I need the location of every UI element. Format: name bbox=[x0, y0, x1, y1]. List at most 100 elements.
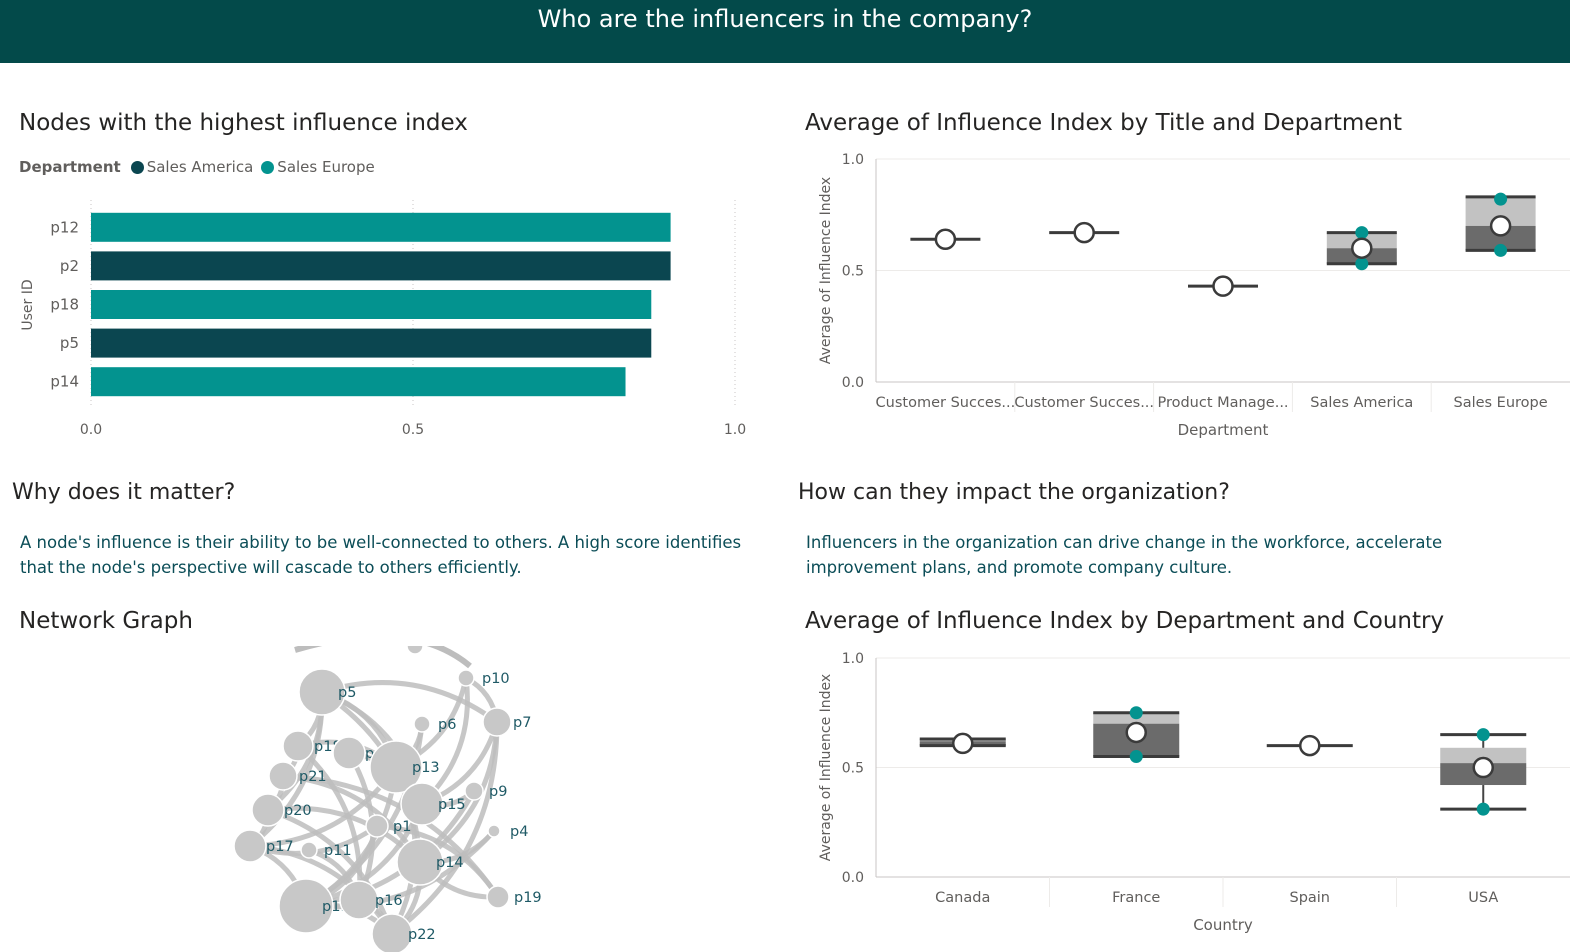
network-node-label: p17 bbox=[266, 839, 294, 855]
why-title: Why does it matter? bbox=[12, 480, 236, 505]
y-axis-label: Average of Influence Index bbox=[818, 177, 834, 364]
network-node-label: p20 bbox=[284, 803, 312, 819]
page-banner: Who are the influencers in the company? bbox=[0, 0, 1570, 63]
network-node[interactable]: p15 bbox=[400, 782, 466, 826]
network-node[interactable]: p4 bbox=[487, 824, 528, 840]
network-node[interactable]: p21 bbox=[268, 761, 327, 791]
network-node[interactable]: p10 bbox=[457, 669, 510, 687]
network-node[interactable]: p13 bbox=[369, 740, 440, 794]
legend-label: Sales America bbox=[146, 158, 254, 176]
network-node[interactable]: p6 bbox=[413, 715, 456, 733]
network-node[interactable]: p19 bbox=[486, 885, 542, 909]
network-node-label: p7 bbox=[513, 715, 531, 731]
network-node-label: p bbox=[365, 746, 374, 762]
legend-item-sales-america[interactable]: Sales America bbox=[130, 158, 254, 176]
network-node-circle bbox=[339, 880, 379, 920]
box-plot[interactable] bbox=[1266, 734, 1353, 757]
bar-chart[interactable]: 0.0 0.5 1.0 p12 p2 p18 p5 p14 User ID bbox=[0, 190, 780, 450]
network-node[interactable]: p22 bbox=[371, 913, 436, 952]
network-node-circle bbox=[298, 668, 346, 716]
network-node-label: p10 bbox=[482, 671, 510, 687]
network-node[interactable]: p bbox=[332, 736, 374, 770]
network-node-label: p9 bbox=[489, 784, 507, 800]
network-node-circle bbox=[278, 878, 334, 934]
network-node[interactable]: p17 bbox=[233, 829, 294, 863]
box-plot[interactable] bbox=[919, 732, 1006, 755]
network-edge bbox=[390, 721, 500, 936]
box-plot[interactable] bbox=[910, 228, 981, 251]
network-node-label: p13 bbox=[412, 760, 440, 776]
box-plot[interactable] bbox=[1440, 728, 1527, 816]
network-edge bbox=[294, 646, 472, 669]
network-node-label: p22 bbox=[408, 927, 436, 943]
network-node-label: p1. bbox=[322, 899, 345, 915]
network-node[interactable]: p9 bbox=[464, 781, 507, 801]
mean-marker bbox=[1351, 237, 1373, 259]
network-node[interactable]: p1 bbox=[365, 814, 411, 838]
mean-marker bbox=[1472, 756, 1494, 779]
department-box-chart[interactable]: 0.0 0.5 1.0 Customer Succes... Customer Succ… bbox=[800, 145, 1570, 450]
y-tick-label: p14 bbox=[50, 373, 79, 391]
box-plot[interactable] bbox=[1465, 192, 1536, 257]
x-tick-label: USA bbox=[1468, 890, 1498, 906]
network-node-label: p15 bbox=[438, 797, 466, 813]
network-node[interactable]: p11 bbox=[300, 841, 352, 859]
bar-chart-legend: Department Sales America Sales Europe bbox=[19, 158, 383, 176]
network-node[interactable]: p7 bbox=[482, 707, 531, 737]
mean-marker bbox=[1489, 215, 1512, 237]
network-node-circle bbox=[396, 838, 444, 886]
y-tick-label: p18 bbox=[50, 296, 79, 314]
network-node[interactable]: p20 bbox=[251, 793, 312, 827]
network-node-circle bbox=[482, 707, 512, 737]
network-node-label: p11 bbox=[324, 843, 352, 859]
y-tick-label: 0.0 bbox=[842, 375, 864, 391]
network-node-circle bbox=[457, 669, 475, 687]
y-tick-label: 0.5 bbox=[842, 761, 864, 777]
country-chart-title: Average of Influence Index by Department… bbox=[805, 608, 1445, 634]
x-tick-label: Sales Europe bbox=[1453, 395, 1547, 411]
country-box-chart[interactable]: 0.0 0.5 1.0 Canada France Spain USA Country Aver… bbox=[800, 645, 1570, 952]
x-tick-label: Customer Succes... bbox=[876, 395, 1016, 411]
network-node-circle bbox=[413, 715, 431, 733]
title-department-chart-title: Average of Influence Index by Title and … bbox=[805, 110, 1403, 136]
x-tick-label: Sales America bbox=[1310, 395, 1413, 411]
network-node-label: p16 bbox=[375, 893, 403, 909]
network-node[interactable]: p16 bbox=[339, 880, 403, 920]
network-node-label: p6 bbox=[438, 717, 456, 733]
box-plot[interactable] bbox=[1326, 226, 1397, 271]
network-node-circle bbox=[487, 824, 501, 838]
x-tick-label: 0.5 bbox=[402, 422, 424, 438]
x-tick-label: 0.0 bbox=[80, 422, 102, 438]
bar[interactable] bbox=[91, 290, 652, 319]
mean-marker bbox=[1212, 275, 1234, 297]
network-node-circle bbox=[233, 829, 267, 863]
data-point bbox=[1494, 192, 1508, 206]
network-node bbox=[406, 646, 424, 655]
network-node[interactable]: p5 bbox=[298, 668, 356, 716]
network-node-circle bbox=[251, 793, 285, 827]
box-upper bbox=[1440, 747, 1527, 764]
bar[interactable] bbox=[91, 212, 671, 242]
bar[interactable] bbox=[91, 367, 626, 397]
network-node[interactable]: p1. bbox=[278, 878, 345, 934]
box-plot[interactable] bbox=[1049, 221, 1120, 244]
legend-item-sales-europe[interactable]: Sales Europe bbox=[261, 158, 375, 176]
box-plot[interactable] bbox=[1093, 706, 1180, 764]
mean-marker bbox=[934, 228, 957, 251]
bar[interactable] bbox=[91, 251, 671, 281]
network-node[interactable]: p14 bbox=[396, 838, 464, 886]
network-node-label: p5 bbox=[338, 685, 356, 701]
y-tick-label: 0.0 bbox=[842, 870, 864, 886]
data-point bbox=[1494, 243, 1508, 257]
network-node-label: p14 bbox=[436, 855, 464, 871]
network-edge bbox=[267, 807, 395, 935]
how-title: How can they impact the organization? bbox=[798, 480, 1230, 505]
y-tick-label: 1.0 bbox=[842, 152, 864, 168]
bar-chart-title: Nodes with the highest influence index bbox=[19, 110, 468, 136]
network-node-circle bbox=[464, 781, 484, 801]
bar[interactable] bbox=[91, 328, 652, 358]
y-axis-label: User ID bbox=[20, 279, 36, 330]
box-plot[interactable] bbox=[1188, 275, 1258, 297]
network-graph-title: Network Graph bbox=[19, 608, 193, 634]
